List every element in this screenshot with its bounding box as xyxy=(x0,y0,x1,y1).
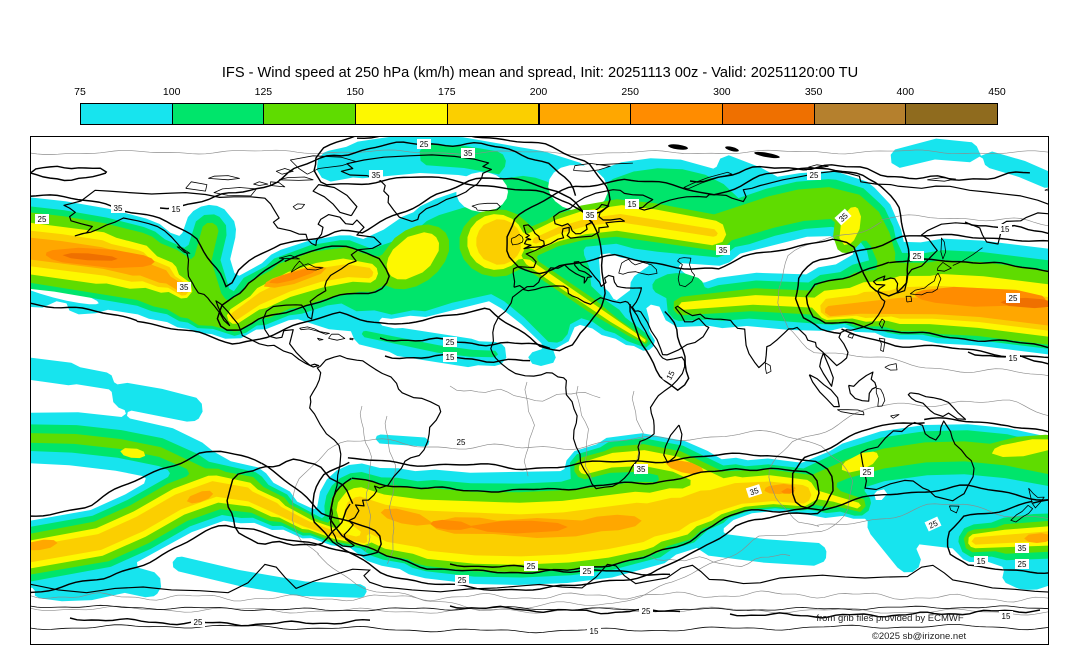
svg-text:35: 35 xyxy=(637,465,646,474)
svg-text:from grib files provided by EC: from grib files provided by ECMWF xyxy=(816,613,963,624)
svg-text:15: 15 xyxy=(446,353,455,362)
svg-text:25: 25 xyxy=(927,518,939,530)
svg-text:25: 25 xyxy=(810,171,819,180)
svg-text:©2025 sb@irizone.net: ©2025 sb@irizone.net xyxy=(872,631,967,642)
svg-text:25: 25 xyxy=(457,438,466,447)
svg-text:15: 15 xyxy=(977,557,986,566)
svg-text:15: 15 xyxy=(628,200,637,209)
svg-text:35: 35 xyxy=(1018,544,1027,553)
svg-text:35: 35 xyxy=(180,283,189,292)
svg-text:25: 25 xyxy=(446,338,455,347)
svg-text:15: 15 xyxy=(1002,612,1011,621)
svg-text:25: 25 xyxy=(458,576,467,585)
svg-text:25: 25 xyxy=(194,618,203,627)
svg-text:25: 25 xyxy=(863,468,872,477)
svg-text:15: 15 xyxy=(172,205,181,214)
svg-text:25: 25 xyxy=(583,567,592,576)
svg-text:25: 25 xyxy=(527,562,536,571)
svg-text:15: 15 xyxy=(1009,354,1018,363)
svg-text:35: 35 xyxy=(114,204,123,213)
svg-text:35: 35 xyxy=(749,486,761,497)
svg-text:15: 15 xyxy=(1001,225,1010,234)
svg-text:25: 25 xyxy=(1018,560,1027,569)
svg-text:25: 25 xyxy=(1009,294,1018,303)
svg-text:35: 35 xyxy=(464,149,473,158)
svg-text:25: 25 xyxy=(913,252,922,261)
svg-text:35: 35 xyxy=(719,246,728,255)
svg-text:15: 15 xyxy=(590,627,599,636)
svg-text:25: 25 xyxy=(38,215,47,224)
svg-text:35: 35 xyxy=(586,211,595,220)
svg-text:35: 35 xyxy=(372,171,381,180)
svg-text:25: 25 xyxy=(642,607,651,616)
svg-text:25: 25 xyxy=(420,140,429,149)
